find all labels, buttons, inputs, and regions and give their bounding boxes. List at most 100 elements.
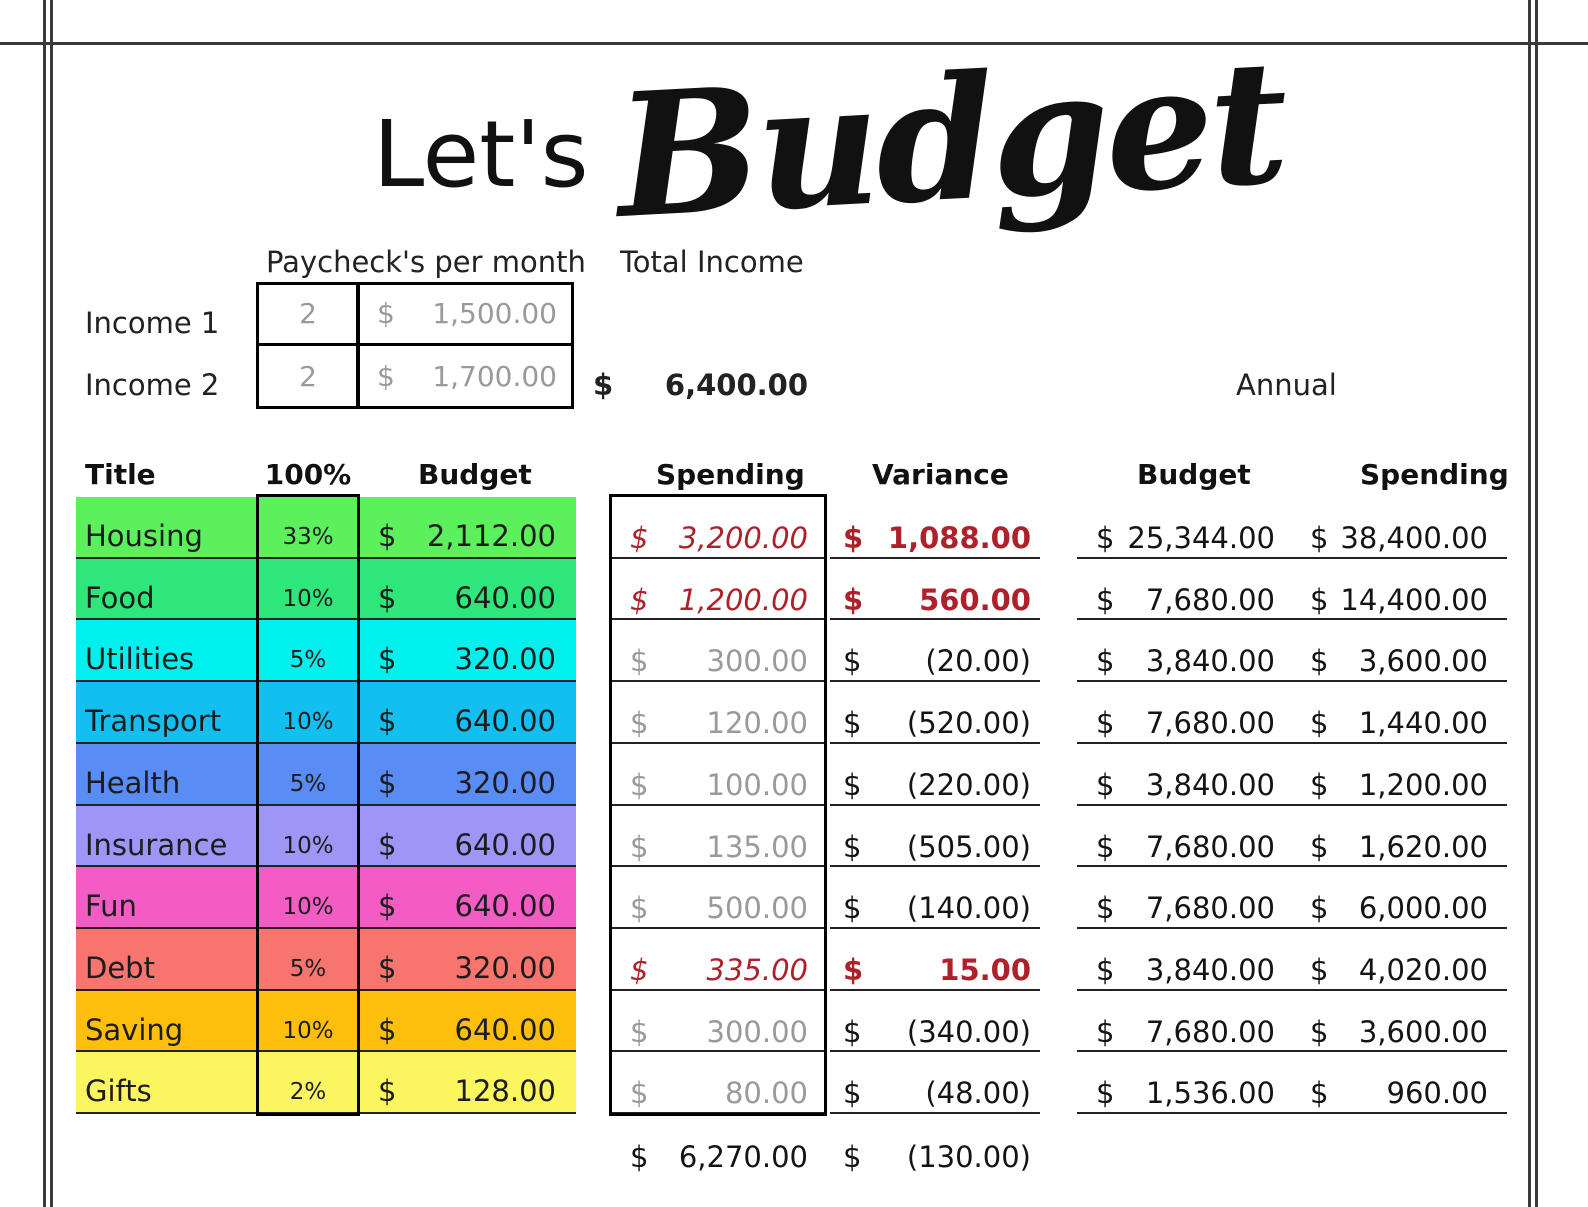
annual-budget-amount: 1,536.00 [1145, 1076, 1275, 1110]
annual-spending-amount: 14,400.00 [1340, 583, 1488, 617]
annual-budget-amount: 3,840.00 [1145, 768, 1275, 802]
spending-amount[interactable]: 120.00 [706, 706, 808, 740]
annual-spending-amount: 4,020.00 [1358, 953, 1488, 987]
category-percent[interactable]: 33% [282, 524, 334, 550]
annual-budget-amount: 7,680.00 [1145, 583, 1275, 617]
category-percent[interactable]: 5% [289, 956, 327, 982]
category-budget-currency: $ [378, 889, 397, 923]
income-1-label: Income 1 [85, 306, 220, 340]
annual-spending-amount: 960.00 [1386, 1076, 1488, 1110]
header-annual-budget: Budget [1137, 458, 1251, 491]
variance-underline [830, 865, 1040, 867]
spending-amount[interactable]: 3,200.00 [678, 521, 808, 555]
variance-currency: $ [843, 583, 864, 617]
category-row: Utilities 5% $320.00 [76, 620, 576, 682]
variance-currency: $ [843, 953, 864, 987]
annual-budget-currency: $ [1096, 830, 1115, 864]
income-1-paychecks: 2 [299, 297, 317, 330]
annual-budget-currency: $ [1096, 1015, 1115, 1049]
annual-spending-amount: 1,620.00 [1358, 830, 1488, 864]
annual-underline [1077, 989, 1507, 991]
spending-currency: $ [630, 953, 649, 987]
annual-budget-currency: $ [1096, 644, 1115, 678]
income-1-paychecks-cell[interactable]: 2 [256, 282, 360, 346]
annual-spending-currency: $ [1310, 1015, 1329, 1049]
category-title: Food [85, 581, 155, 615]
title-budget: Budget [611, 22, 1290, 257]
category-percent[interactable]: 10% [282, 586, 334, 612]
spending-row-divider [612, 557, 824, 559]
annual-budget-currency: $ [1096, 953, 1115, 987]
header-title: Title [85, 458, 156, 491]
category-percent[interactable]: 10% [282, 709, 334, 735]
category-row: Fun 10% $640.00 [76, 867, 576, 929]
total-variance-currency: $ [843, 1140, 862, 1174]
spending-row-divider [612, 989, 824, 991]
annual-spending-currency: $ [1310, 891, 1329, 925]
category-title: Health [85, 766, 181, 800]
category-budget-amount: 320.00 [454, 766, 556, 800]
income-2-paychecks-cell[interactable]: 2 [256, 343, 360, 409]
spending-amount[interactable]: 1,200.00 [678, 583, 808, 617]
spending-amount[interactable]: 500.00 [706, 891, 808, 925]
spending-row-divider [612, 618, 824, 620]
variance-amount: (505.00) [906, 830, 1031, 864]
category-row: Transport 10% $640.00 [76, 682, 576, 744]
category-budget-currency: $ [378, 828, 397, 862]
frame-line-left [43, 0, 46, 1207]
income-1-amount-cell[interactable]: $ 1,500.00 [356, 282, 574, 346]
variance-currency: $ [843, 1015, 862, 1049]
annual-underline [1077, 865, 1507, 867]
title-lets: Let's [373, 101, 589, 208]
category-budget-currency: $ [378, 642, 397, 676]
spending-amount[interactable]: 100.00 [706, 768, 808, 802]
category-title: Transport [85, 704, 222, 738]
category-percent[interactable]: 10% [282, 894, 334, 920]
category-title: Debt [85, 951, 155, 985]
annual-budget-currency: $ [1096, 521, 1115, 555]
spending-amount[interactable]: 335.00 [706, 953, 808, 987]
header-pct: 100% [264, 458, 352, 491]
annual-budget-currency: $ [1096, 891, 1115, 925]
category-row: Saving 10% $640.00 [76, 991, 576, 1052]
header-annual-spending: Spending [1360, 458, 1509, 491]
annual-underline [1077, 1112, 1507, 1114]
category-budget-currency: $ [378, 519, 397, 553]
category-row: Food 10% $640.00 [76, 559, 576, 620]
category-budget-amount: 640.00 [454, 1013, 556, 1047]
variance-underline [830, 1112, 1040, 1114]
annual-spending-currency: $ [1310, 521, 1329, 555]
spending-currency: $ [630, 644, 649, 678]
spending-row-divider [612, 680, 824, 682]
spending-amount[interactable]: 80.00 [724, 1076, 808, 1110]
income-1-amount: 1,500.00 [432, 297, 557, 330]
category-budget-amount: 640.00 [454, 889, 556, 923]
frame-line-right [1528, 0, 1531, 1207]
category-budget-currency: $ [378, 1013, 397, 1047]
category-percent[interactable]: 5% [289, 647, 327, 673]
category-title: Utilities [85, 642, 195, 676]
category-percent[interactable]: 5% [289, 771, 327, 797]
spending-currency: $ [630, 1076, 649, 1110]
category-row: Gifts 2% $128.00 [76, 1052, 576, 1114]
spending-column-box [609, 494, 827, 1116]
category-budget-currency: $ [378, 951, 397, 985]
variance-currency: $ [843, 644, 862, 678]
category-percent[interactable]: 2% [289, 1079, 327, 1105]
spending-currency: $ [630, 706, 649, 740]
annual-spending-currency: $ [1310, 830, 1329, 864]
spending-amount[interactable]: 135.00 [706, 830, 808, 864]
spending-amount[interactable]: 300.00 [706, 644, 808, 678]
category-row: Health 5% $320.00 [76, 744, 576, 806]
category-budget-amount: 2,112.00 [426, 519, 556, 553]
category-percent[interactable]: 10% [282, 1018, 334, 1044]
category-title: Insurance [85, 828, 228, 862]
spending-amount[interactable]: 300.00 [706, 1015, 808, 1049]
income-2-amount-cell[interactable]: $ 1,700.00 [356, 343, 574, 409]
annual-spending-amount: 3,600.00 [1358, 644, 1488, 678]
category-title: Saving [85, 1013, 184, 1047]
category-percent[interactable]: 10% [282, 833, 334, 859]
spending-currency: $ [630, 1015, 649, 1049]
category-title: Housing [85, 519, 203, 553]
spending-currency: $ [630, 891, 649, 925]
